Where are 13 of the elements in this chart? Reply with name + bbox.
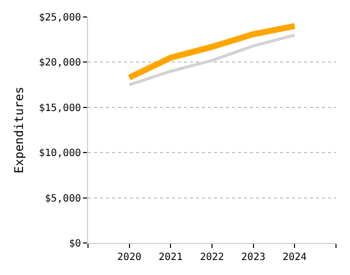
- x-tick-label: 2024: [282, 252, 307, 263]
- x-tick-label: 2020: [117, 252, 142, 263]
- x-tick-label: 2022: [200, 252, 224, 263]
- x-tick-label: 2023: [241, 252, 266, 263]
- y-tick-label: $25,000: [38, 12, 81, 24]
- y-axis-title: Expenditures: [12, 86, 26, 174]
- x-tick-label: 2021: [158, 252, 183, 263]
- y-tick-label: $10,000: [38, 148, 81, 160]
- line-series: [128, 34, 296, 86]
- y-tick-label: $0: [68, 238, 81, 250]
- y-tick-label: $20,000: [38, 58, 81, 69]
- y-tick-label: $5,000: [44, 193, 81, 204]
- y-tick-label: $15,000: [38, 102, 81, 114]
